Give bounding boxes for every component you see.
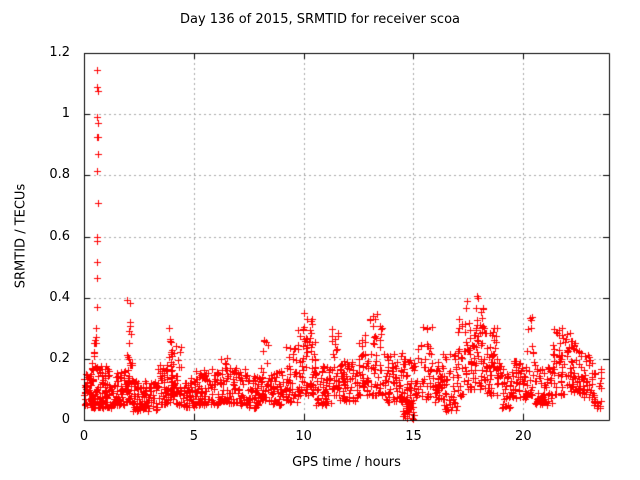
y-tick-label: 1 [61, 106, 70, 122]
x-tick-label: 15 [405, 429, 422, 444]
x-tick-label: 5 [189, 429, 198, 444]
x-tick-label: 20 [515, 429, 532, 444]
y-tick-label: 0 [61, 412, 70, 427]
chart-title: Day 136 of 2015, SRMTID for receiver sco… [179, 12, 460, 27]
y-tick-label: 0.6 [49, 228, 70, 244]
y-tick-label: 0.8 [49, 167, 70, 183]
y-tick-label: 0.4 [49, 289, 70, 305]
x-tick-label: 0 [79, 429, 89, 444]
y-tick-label: 0.2 [49, 350, 70, 366]
x-axis-label: GPS time / hours [292, 455, 401, 470]
x-tick-label: 10 [295, 429, 312, 444]
y-tick-label: 1.2 [49, 45, 70, 60]
